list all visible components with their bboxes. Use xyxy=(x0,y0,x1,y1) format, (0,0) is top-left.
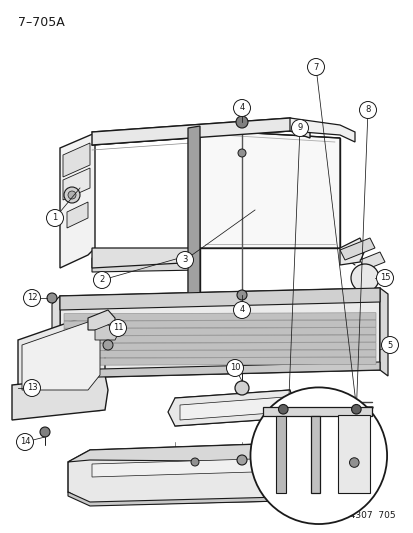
Polygon shape xyxy=(68,442,344,505)
Circle shape xyxy=(358,101,375,118)
Circle shape xyxy=(285,454,293,462)
Circle shape xyxy=(237,149,245,157)
Text: 2: 2 xyxy=(99,276,104,285)
Circle shape xyxy=(46,209,63,227)
Circle shape xyxy=(375,270,392,287)
Polygon shape xyxy=(276,416,285,493)
Text: 5: 5 xyxy=(387,341,392,350)
Circle shape xyxy=(238,384,245,392)
Circle shape xyxy=(233,100,250,117)
Text: 14: 14 xyxy=(20,438,30,447)
Polygon shape xyxy=(92,118,309,145)
Circle shape xyxy=(68,191,76,199)
Polygon shape xyxy=(60,288,379,310)
Polygon shape xyxy=(64,357,375,365)
Polygon shape xyxy=(337,415,369,493)
Polygon shape xyxy=(64,342,375,350)
Polygon shape xyxy=(92,457,317,477)
Polygon shape xyxy=(68,488,344,506)
Polygon shape xyxy=(68,442,344,462)
Text: 15: 15 xyxy=(379,273,389,282)
Polygon shape xyxy=(379,288,387,376)
Circle shape xyxy=(351,405,360,414)
Text: 7: 7 xyxy=(313,62,318,71)
Circle shape xyxy=(236,455,247,465)
Circle shape xyxy=(235,116,247,128)
Text: 8: 8 xyxy=(364,106,370,115)
Polygon shape xyxy=(188,126,199,302)
Polygon shape xyxy=(92,248,199,268)
Polygon shape xyxy=(359,252,384,270)
Circle shape xyxy=(176,252,193,269)
Polygon shape xyxy=(60,362,379,378)
Circle shape xyxy=(50,295,55,301)
Text: 10: 10 xyxy=(229,364,240,373)
Polygon shape xyxy=(64,335,375,343)
Circle shape xyxy=(109,319,126,336)
Polygon shape xyxy=(310,416,319,493)
Text: 7–705A: 7–705A xyxy=(18,16,64,29)
Polygon shape xyxy=(60,133,95,268)
Polygon shape xyxy=(63,168,90,200)
Circle shape xyxy=(64,187,80,203)
Circle shape xyxy=(235,381,248,395)
Polygon shape xyxy=(289,118,354,142)
Text: 9: 9 xyxy=(297,124,302,133)
Circle shape xyxy=(93,271,110,288)
Circle shape xyxy=(24,289,40,306)
Text: 13: 13 xyxy=(26,384,37,392)
Circle shape xyxy=(43,430,47,434)
Text: 94307  705: 94307 705 xyxy=(344,511,395,520)
Circle shape xyxy=(278,405,287,414)
Text: 3: 3 xyxy=(182,255,187,264)
Circle shape xyxy=(307,59,324,76)
Circle shape xyxy=(346,464,363,481)
Polygon shape xyxy=(18,315,105,395)
Polygon shape xyxy=(95,322,120,340)
Circle shape xyxy=(226,359,243,376)
Text: 11: 11 xyxy=(112,324,123,333)
Circle shape xyxy=(250,387,386,524)
Circle shape xyxy=(236,290,247,300)
Circle shape xyxy=(350,264,378,292)
Circle shape xyxy=(291,119,308,136)
Polygon shape xyxy=(64,320,375,328)
Polygon shape xyxy=(339,238,374,260)
Polygon shape xyxy=(64,350,375,358)
Polygon shape xyxy=(88,310,115,335)
Polygon shape xyxy=(67,202,88,228)
Polygon shape xyxy=(262,407,371,416)
Polygon shape xyxy=(12,375,108,420)
Circle shape xyxy=(380,336,398,353)
Polygon shape xyxy=(180,397,284,420)
Polygon shape xyxy=(199,130,339,248)
Text: 4: 4 xyxy=(239,305,244,314)
Text: 1: 1 xyxy=(52,214,57,222)
Polygon shape xyxy=(92,258,199,272)
Circle shape xyxy=(190,458,199,466)
Circle shape xyxy=(17,433,33,450)
Circle shape xyxy=(103,340,113,350)
Polygon shape xyxy=(339,238,364,265)
Polygon shape xyxy=(63,143,90,177)
Polygon shape xyxy=(22,322,100,390)
Text: 4: 4 xyxy=(239,103,244,112)
Circle shape xyxy=(24,379,40,397)
Circle shape xyxy=(40,427,50,437)
Polygon shape xyxy=(52,296,60,384)
Polygon shape xyxy=(64,328,375,336)
Text: 12: 12 xyxy=(27,294,37,303)
Text: 6: 6 xyxy=(351,467,357,477)
Circle shape xyxy=(357,271,371,285)
Circle shape xyxy=(233,302,250,319)
Circle shape xyxy=(349,458,358,467)
Circle shape xyxy=(47,293,57,303)
Polygon shape xyxy=(60,288,379,378)
Polygon shape xyxy=(64,313,375,321)
Polygon shape xyxy=(168,390,294,426)
